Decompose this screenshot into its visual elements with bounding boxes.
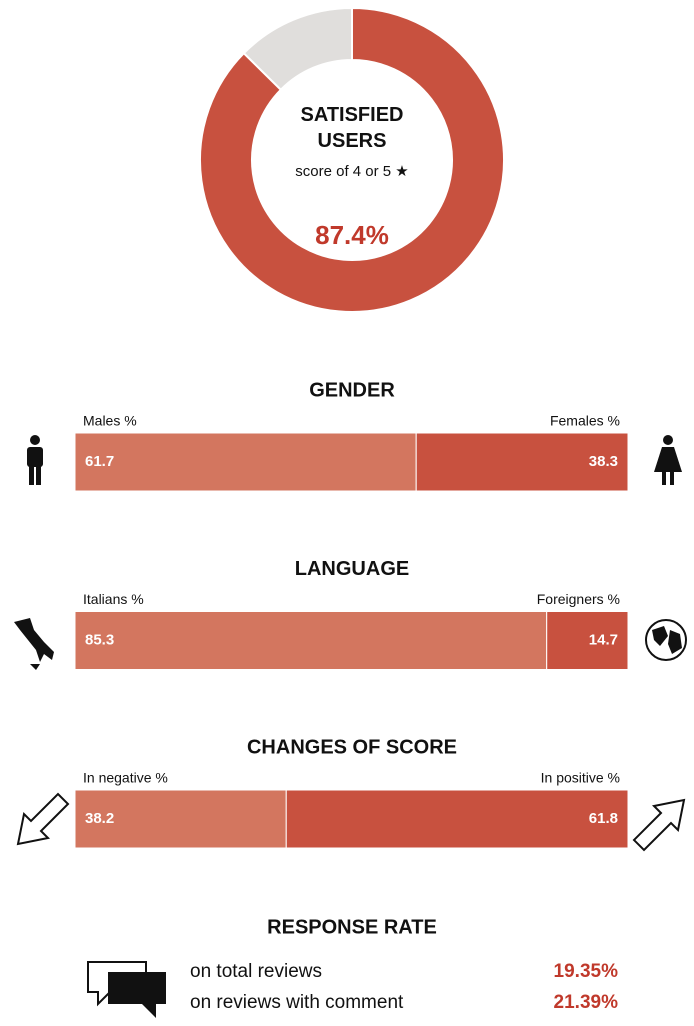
bar-segment xyxy=(285,789,629,849)
legend-label: Females % xyxy=(550,413,620,429)
comment-icon xyxy=(87,961,166,1018)
bar-segment xyxy=(546,611,629,670)
legend-label: Males % xyxy=(83,413,137,429)
bar-value: 61.7 xyxy=(85,453,114,470)
bar-value: 38.2 xyxy=(85,810,114,827)
italy-icon xyxy=(14,618,54,670)
section-title: RESPONSE RATE xyxy=(267,916,437,938)
donut-slice xyxy=(242,6,353,92)
rate-label: on total reviews xyxy=(190,961,322,982)
rate-label: on reviews with comment xyxy=(190,992,404,1013)
male-icon xyxy=(27,435,43,485)
bar-value: 61.8 xyxy=(589,810,618,827)
bar-segment xyxy=(74,789,287,849)
legend-label: Foreigners % xyxy=(537,591,620,607)
bar-value: 14.7 xyxy=(589,631,618,648)
bar-segment xyxy=(415,432,629,492)
arrow-up-right xyxy=(632,798,686,852)
rate-value: 19.35% xyxy=(554,961,619,982)
donut-value: 87.4% xyxy=(315,220,389,250)
section-title: LANGUAGE xyxy=(295,558,409,580)
legend-label: Italians % xyxy=(83,591,144,607)
section-title: CHANGES OF SCORE xyxy=(247,736,457,758)
donut-subtitle: score of 4 or 5 ★ xyxy=(295,163,409,180)
donut-title: SATISFIED USERS xyxy=(300,104,404,152)
bar-segment xyxy=(74,611,548,670)
globe-icon xyxy=(645,619,687,661)
female-icon xyxy=(654,435,682,485)
bar-value: 38.3 xyxy=(589,453,618,470)
arrow-down-left xyxy=(16,792,70,846)
legend-label: In positive % xyxy=(541,770,620,786)
section-title: GENDER xyxy=(309,379,395,401)
rate-value: 21.39% xyxy=(554,992,619,1013)
donut-slice xyxy=(199,6,505,313)
bar-segment xyxy=(74,432,417,492)
bar-value: 85.3 xyxy=(85,631,114,648)
legend-label: In negative % xyxy=(83,770,168,786)
